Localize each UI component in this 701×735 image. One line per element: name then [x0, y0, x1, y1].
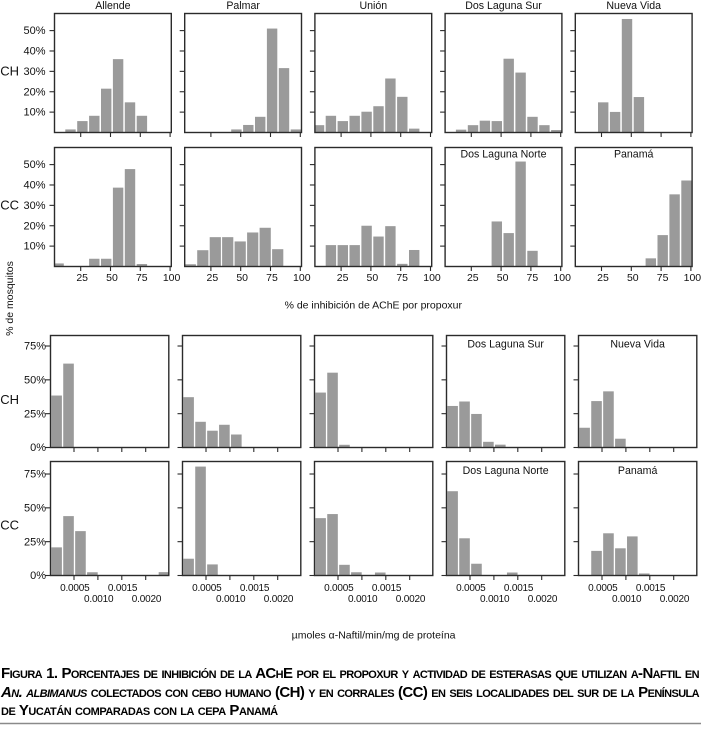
svg-text:0%: 0% [30, 570, 46, 582]
svg-text:50%: 50% [23, 25, 45, 37]
svg-text:25%: 25% [24, 408, 46, 420]
svg-text:0.0015: 0.0015 [240, 583, 270, 594]
svg-text:0.0020: 0.0020 [528, 594, 558, 605]
svg-text:µmoles α-Naftil/min/mg de prot: µmoles α-Naftil/min/mg de proteína [292, 630, 456, 642]
svg-text:75%: 75% [24, 469, 46, 481]
svg-text:0.0010: 0.0010 [480, 594, 510, 605]
svg-text:50%: 50% [23, 159, 45, 171]
svg-text:CC: CC [0, 518, 19, 533]
svg-text:50: 50 [367, 272, 379, 284]
svg-text:50: 50 [627, 272, 639, 284]
svg-text:75: 75 [136, 272, 148, 284]
svg-text:25: 25 [76, 272, 88, 284]
svg-text:Dos Laguna Norte: Dos Laguna Norte [463, 465, 549, 477]
svg-text:0.0020: 0.0020 [132, 594, 162, 605]
svg-text:Panamá: Panamá [618, 465, 658, 477]
svg-text:0.0020: 0.0020 [264, 594, 294, 605]
svg-text:Allende: Allende [95, 0, 130, 12]
svg-text:10%: 10% [23, 107, 45, 119]
svg-text:% de inhibición de AChE por pr: % de inhibición de AChE por propoxur [285, 300, 463, 312]
svg-text:20%: 20% [23, 86, 45, 98]
svg-text:% de mosquitos: % de mosquitos [4, 261, 16, 336]
svg-text:0.0005: 0.0005 [324, 583, 354, 594]
svg-text:50%: 50% [24, 502, 46, 514]
svg-text:Panamá: Panamá [614, 149, 654, 161]
svg-text:75: 75 [266, 272, 278, 284]
svg-text:40%: 40% [23, 46, 45, 58]
svg-text:100: 100 [553, 272, 571, 284]
svg-text:40%: 40% [23, 180, 45, 192]
svg-text:0.0020: 0.0020 [660, 594, 690, 605]
svg-text:25: 25 [337, 272, 349, 284]
svg-text:75: 75 [527, 272, 539, 284]
svg-text:50: 50 [236, 272, 248, 284]
svg-text:100: 100 [163, 272, 181, 284]
svg-text:0.0010: 0.0010 [216, 594, 246, 605]
svg-text:Unión: Unión [359, 0, 387, 12]
svg-text:0.0010: 0.0010 [348, 594, 378, 605]
svg-text:Dos Laguna Sur: Dos Laguna Sur [467, 339, 544, 351]
svg-text:0.0005: 0.0005 [588, 583, 618, 594]
svg-text:100: 100 [684, 272, 701, 284]
svg-text:50%: 50% [24, 374, 46, 386]
svg-text:Nueva Vida: Nueva Vida [610, 339, 665, 351]
svg-text:10%: 10% [23, 241, 45, 253]
svg-text:20%: 20% [23, 220, 45, 232]
svg-text:30%: 30% [23, 66, 45, 78]
svg-text:Dos Laguna Norte: Dos Laguna Norte [461, 149, 547, 161]
svg-text:75: 75 [657, 272, 669, 284]
svg-text:0.0010: 0.0010 [84, 594, 114, 605]
svg-text:25%: 25% [24, 536, 46, 548]
svg-text:0%: 0% [30, 442, 46, 454]
svg-text:Palmar: Palmar [226, 0, 260, 12]
svg-text:CH: CH [0, 392, 19, 407]
svg-text:75%: 75% [24, 341, 46, 353]
svg-text:100: 100 [423, 272, 441, 284]
svg-text:0.0015: 0.0015 [372, 583, 402, 594]
svg-text:0.0005: 0.0005 [192, 583, 222, 594]
svg-text:0.0005: 0.0005 [60, 583, 90, 594]
svg-text:0.0015: 0.0015 [504, 583, 534, 594]
svg-text:0.0020: 0.0020 [396, 594, 426, 605]
svg-text:30%: 30% [23, 200, 45, 212]
svg-text:100: 100 [293, 272, 311, 284]
svg-text:25: 25 [467, 272, 479, 284]
svg-text:0.0005: 0.0005 [456, 583, 486, 594]
svg-text:0.0015: 0.0015 [108, 583, 138, 594]
svg-text:CC: CC [0, 198, 19, 213]
svg-text:0.0015: 0.0015 [636, 583, 666, 594]
svg-text:0.0010: 0.0010 [612, 594, 642, 605]
svg-text:25: 25 [597, 272, 609, 284]
svg-text:75: 75 [396, 272, 408, 284]
svg-text:50: 50 [497, 272, 509, 284]
svg-text:Dos Laguna Sur: Dos Laguna Sur [465, 0, 542, 12]
svg-text:50: 50 [106, 272, 118, 284]
svg-text:25: 25 [207, 272, 219, 284]
svg-text:CH: CH [0, 63, 19, 78]
svg-text:Nueva Vida: Nueva Vida [606, 0, 661, 12]
